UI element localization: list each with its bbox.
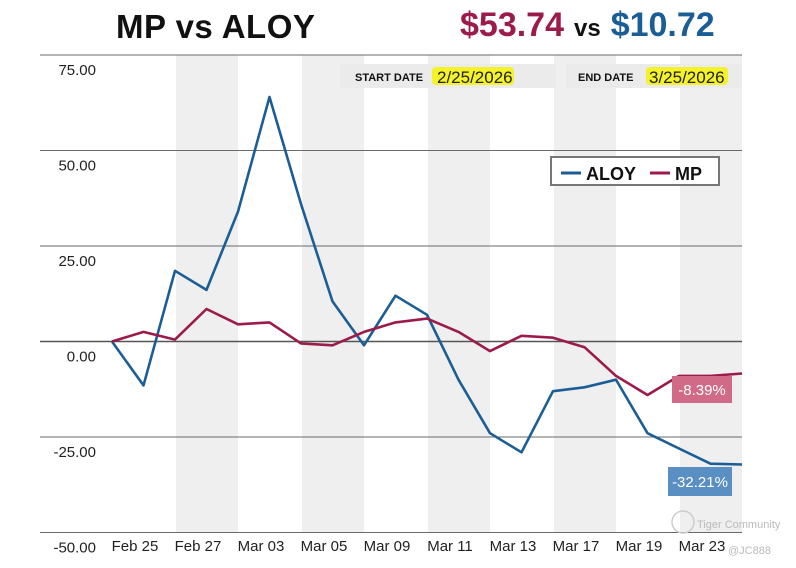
gridlines (40, 54, 742, 533)
x-tick-label: Mar 03 (238, 538, 285, 555)
x-tick-label: Feb 25 (112, 538, 159, 555)
x-tick-label: Mar 23 (679, 538, 726, 555)
mp-end-callout: -8.39% (672, 376, 732, 403)
series-line-mp (111, 307, 743, 397)
end-date-value: 3/25/2026 (649, 68, 725, 87)
background-bands (176, 55, 742, 532)
series-line-aloy (110, 95, 743, 466)
end-date-box[interactable]: END DATE 3/25/2026 (566, 64, 742, 88)
legend: ALOY MP (550, 156, 720, 186)
watermark-brand: Tiger Community (697, 519, 781, 531)
end-date-highlight (646, 67, 728, 85)
legend-mp-label: MP (675, 164, 702, 184)
start-date-box[interactable]: START DATE 2/25/2026 (340, 64, 556, 88)
tiger-logo-icon (671, 510, 695, 534)
y-tick-label: -25.00 (53, 444, 96, 461)
mp-price: $53.74 (460, 6, 564, 44)
background-band (302, 55, 364, 532)
start-date-highlight (432, 67, 514, 85)
x-tick-label: Mar 11 (427, 538, 473, 555)
y-tick-label: 50.00 (58, 158, 96, 175)
series-lines (110, 95, 743, 466)
aloy-end-callout-label: -32.21% (672, 474, 728, 491)
aloy-price: $10.72 (610, 6, 715, 44)
y-tick-label: -50.00 (53, 540, 96, 557)
background-band (428, 55, 490, 532)
vs-label: vs (574, 15, 601, 42)
watermark-user: @JC888 (728, 545, 771, 557)
legend-box (550, 156, 720, 186)
y-axis-ticks: 75.00 50.00 25.00 0.00 -25.00 -50.00 (53, 62, 96, 557)
y-tick-label: 0.00 (67, 349, 96, 366)
y-tick-label: 75.00 (58, 62, 96, 79)
x-axis-ticks: Feb 25 Feb 27 Mar 03 Mar 05 Mar 09 Mar 11 Mar … (112, 538, 726, 555)
background-band (554, 55, 616, 532)
end-date-label: END DATE (578, 72, 633, 84)
mp-end-callout-bg (672, 376, 732, 403)
x-tick-label: Mar 17 (553, 538, 600, 555)
mp-end-callout-label: -8.39% (678, 382, 726, 399)
background-band (680, 55, 742, 532)
x-tick-label: Mar 13 (490, 538, 537, 555)
legend-aloy-label: ALOY (586, 164, 636, 184)
x-tick-label: Feb 27 (175, 538, 222, 555)
chart-title: MP vs ALOY (116, 8, 316, 45)
x-tick-label: Mar 19 (616, 538, 663, 555)
x-tick-label: Mar 09 (364, 538, 411, 555)
watermark: Tiger Community @JC888 (671, 510, 781, 557)
start-date-value: 2/25/2026 (437, 68, 513, 87)
background-band (176, 55, 238, 532)
y-tick-label: 25.00 (58, 253, 96, 270)
aloy-end-callout: -32.21% (668, 467, 732, 496)
start-date-label: START DATE (355, 72, 423, 84)
x-tick-label: Mar 05 (301, 538, 348, 555)
price-comparison: $53.74 vs $10.72 (460, 6, 715, 45)
aloy-end-callout-bg (668, 467, 732, 496)
